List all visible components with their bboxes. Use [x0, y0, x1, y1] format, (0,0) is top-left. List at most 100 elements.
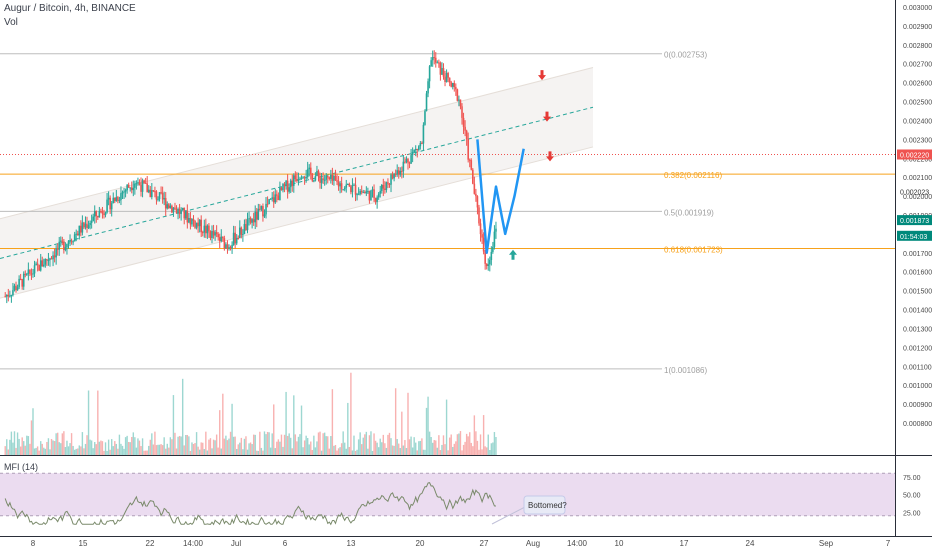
candle-body	[208, 225, 210, 232]
candle-body	[18, 278, 20, 288]
volume-bar	[447, 450, 449, 455]
volume-bar	[305, 435, 307, 455]
volume-bar	[132, 432, 135, 455]
volume-bar	[67, 446, 70, 455]
candle-body	[61, 240, 64, 242]
volume-bar	[72, 445, 74, 455]
candle-body	[473, 183, 476, 194]
candle-body	[291, 180, 294, 186]
candle-body	[157, 199, 159, 201]
candle-body	[178, 208, 181, 214]
candle-body	[485, 263, 488, 266]
candle-body	[430, 60, 432, 67]
candle-body	[66, 243, 68, 248]
candle-body	[63, 241, 65, 251]
candle-body	[266, 203, 269, 205]
candle-body	[123, 191, 125, 193]
candle-body	[146, 183, 148, 193]
volume-bar	[141, 438, 144, 455]
candle-body	[456, 89, 459, 101]
candle-body	[260, 206, 263, 210]
candle-body	[38, 264, 40, 271]
volume-bar	[245, 436, 247, 455]
candle-body	[300, 177, 303, 179]
candle-body	[285, 180, 287, 187]
volume-bar	[407, 392, 409, 455]
volume-bar	[296, 441, 298, 455]
candle-body	[343, 187, 346, 190]
candle-body	[90, 220, 93, 223]
candle-body	[322, 178, 324, 180]
y-tick-label: 0.000800	[903, 421, 932, 428]
volume-bar	[10, 431, 13, 455]
volume-bar	[374, 440, 377, 455]
candle-body	[283, 184, 286, 187]
volume-bar	[316, 441, 318, 455]
volume-bar	[26, 435, 28, 455]
candle-body	[320, 178, 323, 183]
price-marker-box	[897, 230, 932, 241]
volume-bar	[367, 448, 369, 455]
volume-bar	[183, 445, 185, 455]
volume-bar	[470, 442, 472, 455]
candle-body	[495, 228, 497, 232]
volume-bar	[413, 437, 415, 455]
volume-bar	[450, 434, 452, 455]
sell-arrow-icon	[546, 151, 554, 162]
candle-body	[237, 238, 240, 240]
volume-bar	[293, 395, 295, 455]
volume-bar	[101, 441, 104, 455]
candle-body	[467, 139, 469, 160]
volume-bar	[340, 443, 343, 455]
candle-body	[331, 174, 334, 181]
candle-body	[191, 219, 193, 225]
volume-bar	[166, 443, 168, 455]
volume-bar	[456, 434, 459, 455]
candle-body	[356, 194, 358, 196]
volume-bar	[436, 447, 439, 455]
volume-bar	[66, 440, 68, 455]
candle-body	[110, 203, 113, 210]
volume-bar	[231, 403, 233, 455]
x-tick-label: 17	[680, 539, 689, 548]
candle-body	[106, 199, 108, 213]
candle-body	[433, 57, 436, 59]
candle-body	[265, 203, 267, 215]
mfi-tick-label: 50.00	[903, 493, 921, 500]
candle-body	[276, 194, 278, 196]
candle-body	[117, 197, 119, 201]
y-tick-label: 0.001700	[903, 251, 932, 258]
candle-body	[282, 184, 284, 191]
volume-bar	[200, 442, 202, 455]
candle-body	[93, 211, 96, 217]
candle-body	[442, 68, 445, 77]
candle-body	[109, 197, 111, 210]
candle-body	[492, 246, 494, 252]
volume-bar	[290, 437, 292, 455]
candle-body	[262, 206, 264, 217]
candle-body	[382, 184, 385, 189]
candle-body	[69, 241, 71, 243]
volume-bar	[239, 442, 241, 455]
volume-bar	[84, 443, 87, 455]
candle-body	[222, 236, 224, 239]
candle-body	[439, 62, 442, 75]
volume-bar	[294, 434, 297, 455]
x-tick-label: 24	[746, 539, 755, 548]
annotation-pointer	[491, 506, 526, 525]
volume-bar	[310, 441, 312, 455]
x-tick-label: 13	[347, 539, 356, 548]
volume-bar	[174, 432, 176, 455]
volume-bar	[75, 448, 77, 455]
signal-arrows	[509, 70, 554, 260]
candle-body	[134, 183, 136, 188]
candle-body	[451, 82, 454, 87]
volume-bar	[262, 450, 264, 455]
volume-bar	[459, 431, 462, 455]
candle-body	[371, 189, 374, 191]
volume-bar	[433, 440, 435, 455]
candle-body	[410, 155, 412, 164]
candle-body	[174, 207, 176, 209]
volume-bar	[124, 437, 127, 455]
